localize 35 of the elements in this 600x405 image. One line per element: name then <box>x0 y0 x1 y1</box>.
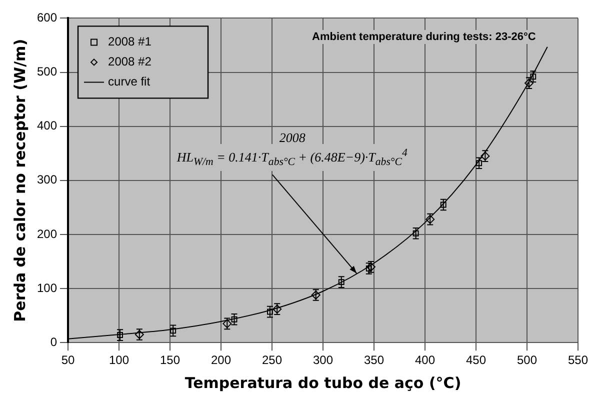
y-tick-label: 300 <box>36 172 58 187</box>
y-tick-label: 600 <box>36 10 58 25</box>
point <box>117 332 124 338</box>
legend-label: 2008 #2 <box>108 54 152 69</box>
annotation: Ambient temperature during tests: 23-26°C <box>310 30 538 44</box>
point <box>231 316 238 322</box>
x-tick-label: 250 <box>262 353 282 368</box>
point <box>476 160 482 166</box>
x-tick-label: 300 <box>312 353 334 368</box>
point <box>530 74 536 80</box>
y-axis-title: Perda de calor no receptor (W/m) <box>10 38 29 322</box>
point <box>267 308 273 315</box>
point <box>366 266 372 272</box>
x-tick-label: 150 <box>160 353 180 368</box>
x-tick-label: 50 <box>61 353 76 368</box>
y-tick-label: 200 <box>36 226 58 241</box>
y-tick-label: 400 <box>36 118 58 133</box>
x-tick-label: 100 <box>109 353 130 368</box>
x-tick-label: 450 <box>466 353 486 368</box>
point <box>338 279 344 286</box>
point <box>170 328 176 334</box>
x-tick-label: 500 <box>516 353 538 368</box>
point <box>440 202 446 208</box>
point <box>412 230 419 236</box>
legend-label: 2008 #1 <box>108 34 152 49</box>
y-tick-label: 0 <box>50 334 58 349</box>
x-axis-title: Temperatura do tubo de aço (°C) <box>184 374 462 392</box>
x-tick-label: 200 <box>211 353 232 368</box>
x-tick-label: 400 <box>414 353 436 368</box>
annotation: 2008 <box>276 128 308 147</box>
legend-label: curve fit <box>108 74 151 89</box>
y-tick-label: 500 <box>36 64 58 79</box>
y-tick-label: 100 <box>36 280 58 295</box>
x-tick-label: 350 <box>364 353 384 368</box>
x-tick-label: 550 <box>568 353 588 368</box>
